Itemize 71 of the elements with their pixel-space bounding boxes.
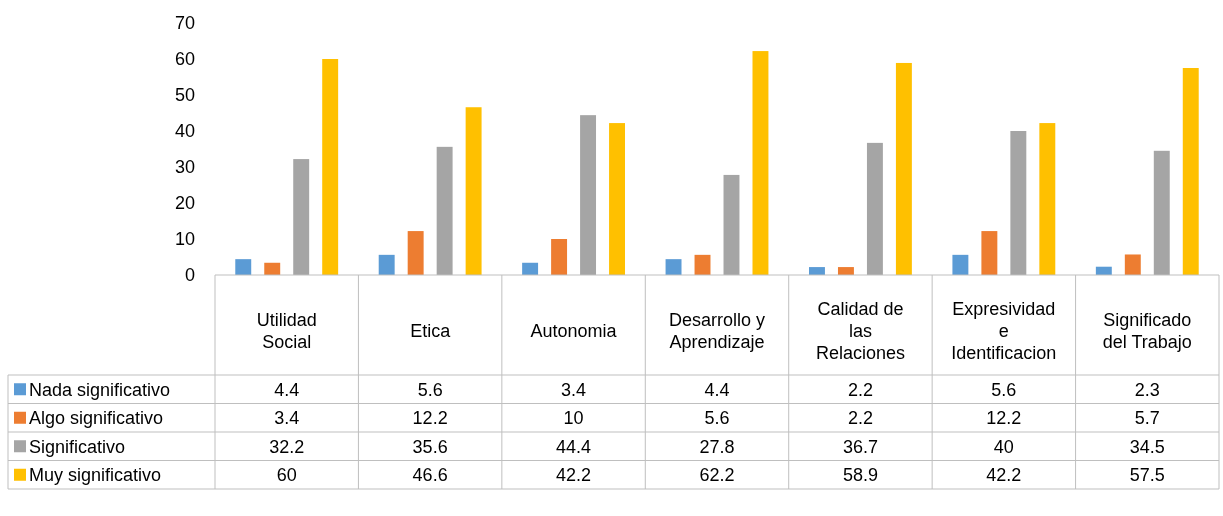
bar [1124, 254, 1141, 275]
x-tick-label: Utilidad Social [256, 310, 317, 352]
bar [322, 59, 339, 275]
bar [580, 115, 597, 275]
data-label: 36.7 [842, 436, 878, 457]
bar [1153, 150, 1170, 275]
data-label: 58.9 [842, 465, 878, 486]
data-label: 12.2 [986, 408, 1022, 429]
y-tick-label: 70 [174, 13, 195, 34]
bar [665, 259, 682, 275]
data-label: 40 [993, 436, 1014, 457]
data-label: 60 [276, 465, 297, 486]
legend-label: Significativo [29, 436, 126, 457]
data-label: 5.6 [417, 379, 443, 400]
data-label: 34.5 [1129, 436, 1165, 457]
bar [752, 51, 769, 275]
bar [522, 262, 539, 275]
bar [407, 231, 424, 275]
y-tick-label: 0 [184, 265, 195, 286]
bar [866, 142, 883, 275]
data-label: 4.4 [704, 379, 730, 400]
x-tick-label: Significado del Trabajo [1102, 310, 1192, 352]
data-label: 27.8 [699, 436, 735, 457]
bar [981, 231, 998, 275]
y-tick-label: 50 [174, 85, 195, 106]
bar [293, 159, 310, 275]
x-tick-label: Autonomia [530, 321, 618, 341]
data-label: 2.2 [847, 408, 873, 429]
x-tick-label: Expresividad e Identificacion [951, 299, 1057, 363]
data-label: 3.4 [274, 408, 300, 429]
legend-label: Muy significativo [29, 465, 162, 486]
data-label: 42.2 [986, 465, 1022, 486]
x-tick-label: Desarrollo y Aprendizaje [668, 310, 766, 352]
bar [952, 254, 969, 275]
data-label: 5.6 [704, 408, 730, 429]
data-label: 10 [563, 408, 584, 429]
data-label: 32.2 [269, 436, 305, 457]
data-label: 62.2 [699, 465, 735, 486]
y-tick-label: 40 [174, 121, 195, 142]
bar [465, 107, 482, 275]
data-label: 4.4 [274, 379, 300, 400]
y-tick-label: 20 [174, 193, 195, 214]
bar [551, 239, 568, 275]
bar [723, 174, 740, 275]
bar [609, 123, 625, 275]
data-label: 5.7 [1134, 408, 1160, 429]
y-tick-label: 10 [174, 229, 195, 250]
data-label: 5.6 [991, 379, 1017, 400]
y-tick-label: 30 [174, 157, 195, 178]
y-tick-label: 60 [174, 49, 195, 70]
bar [235, 259, 252, 275]
data-label: 2.2 [847, 379, 873, 400]
bar [378, 254, 395, 275]
bar [1182, 68, 1199, 275]
bar [1039, 123, 1056, 275]
bar [895, 62, 912, 275]
data-label: 44.4 [556, 436, 592, 457]
data-label: 57.5 [1129, 465, 1165, 486]
data-label: 12.2 [412, 408, 448, 429]
data-label: 35.6 [412, 436, 448, 457]
data-label: 42.2 [556, 465, 592, 486]
legend-label: Algo significativo [29, 408, 164, 429]
bar [1010, 131, 1027, 275]
bar [264, 262, 281, 275]
x-tick-label: Etica [410, 321, 452, 341]
legend-label: Nada significativo [29, 379, 171, 400]
data-label: 46.6 [412, 465, 448, 486]
data-label: 2.3 [1134, 379, 1160, 400]
x-tick-label: Calidad de las Relaciones [815, 299, 905, 363]
data-label: 3.4 [561, 379, 587, 400]
bar [436, 146, 453, 275]
